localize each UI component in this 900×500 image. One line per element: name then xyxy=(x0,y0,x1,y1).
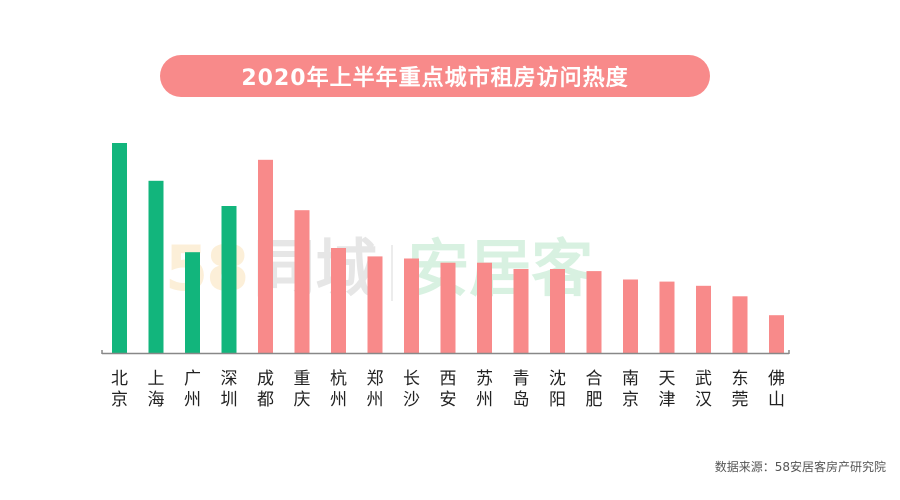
tick-label-郑州-1: 郑 xyxy=(367,369,384,389)
bar-东莞 xyxy=(732,296,748,353)
bar-沈阳 xyxy=(550,269,565,353)
tick-label-南京-2: 京 xyxy=(622,390,639,410)
tick-label-北京-1: 北 xyxy=(111,369,128,389)
tick-label-长沙-2: 沙 xyxy=(403,390,420,410)
tick-label-成都-1: 成 xyxy=(257,369,274,389)
bar-上海 xyxy=(148,180,164,353)
data-source: 数据来源：58安居客房产研究院 xyxy=(714,460,886,474)
tick-label-广州-2: 州 xyxy=(184,390,201,410)
tick-label-杭州-1: 杭 xyxy=(330,369,347,389)
bar-西安 xyxy=(440,262,456,353)
bar-苏州 xyxy=(477,262,492,353)
bar-杭州 xyxy=(331,248,346,353)
brand-watermark: 58同城 安居客 xyxy=(165,218,725,318)
chart-title: 2020年上半年重点城市租房访问热度 xyxy=(160,55,710,97)
tick-label-武汉-1: 武 xyxy=(695,369,712,389)
tick-label-天津-1: 天 xyxy=(659,369,676,389)
tick-label-苏州-1: 苏 xyxy=(476,369,493,389)
bar-成都 xyxy=(258,159,273,353)
tick-label-重庆-1: 重 xyxy=(294,369,311,389)
tick-label-南京-1: 南 xyxy=(622,369,639,389)
tick-label-青岛-1: 青 xyxy=(513,369,530,389)
bar-合肥 xyxy=(586,271,602,353)
tick-label-上海-2: 海 xyxy=(148,390,165,410)
bar-南京 xyxy=(623,279,638,353)
tick-label-杭州-2: 州 xyxy=(330,390,347,410)
bar-武汉 xyxy=(696,285,711,353)
tick-label-郑州-2: 州 xyxy=(367,390,384,410)
tick-label-东莞-2: 莞 xyxy=(732,390,749,410)
bar-天津 xyxy=(659,281,675,353)
bar-佛山 xyxy=(769,315,784,353)
bar-广州 xyxy=(185,252,200,353)
tick-label-青岛-2: 岛 xyxy=(513,390,530,410)
tick-label-成都-2: 都 xyxy=(257,390,274,410)
tick-label-西安-1: 西 xyxy=(440,369,457,389)
tick-label-北京-2: 京 xyxy=(111,390,128,410)
tick-label-佛山-2: 山 xyxy=(768,390,785,410)
bar-长沙 xyxy=(404,258,419,353)
bar-郑州 xyxy=(367,256,383,353)
watermark-tongcheng: 同城 xyxy=(253,232,378,305)
bar-重庆 xyxy=(294,210,310,353)
tick-label-佛山-1: 佛 xyxy=(768,369,785,389)
tick-label-深圳-2: 圳 xyxy=(221,390,238,410)
tick-label-东莞-1: 东 xyxy=(732,369,749,389)
tick-label-长沙-1: 长 xyxy=(403,369,420,389)
tick-label-合肥-2: 肥 xyxy=(586,390,603,410)
tick-label-沈阳-2: 阳 xyxy=(549,390,566,410)
tick-label-沈阳-1: 沈 xyxy=(549,369,566,389)
bar-北京 xyxy=(112,143,127,353)
tick-label-合肥-1: 合 xyxy=(586,369,603,389)
tick-label-深圳-1: 深 xyxy=(221,369,238,389)
tick-label-天津-2: 津 xyxy=(659,390,676,410)
tick-label-广州-1: 广 xyxy=(184,369,201,389)
tick-label-武汉-2: 汉 xyxy=(695,390,712,410)
tick-label-西安-2: 安 xyxy=(440,390,457,410)
tick-label-重庆-2: 庆 xyxy=(294,390,311,410)
bar-深圳 xyxy=(221,206,237,353)
tick-label-上海-1: 上 xyxy=(148,369,165,389)
watermark-separator xyxy=(391,244,394,301)
tick-label-苏州-2: 州 xyxy=(476,390,493,410)
bar-青岛 xyxy=(513,269,529,353)
